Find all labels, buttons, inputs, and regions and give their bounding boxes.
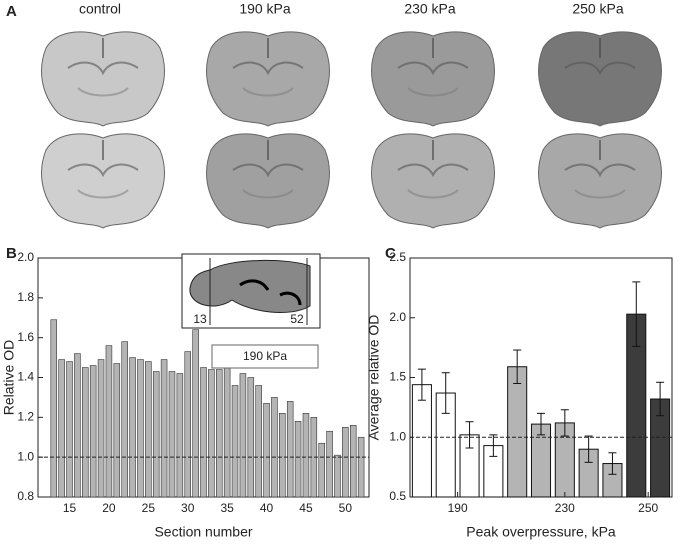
bar [342, 426, 349, 498]
bar [208, 369, 215, 498]
bar [66, 361, 73, 498]
bar [176, 373, 184, 498]
bar [74, 353, 81, 498]
bar [121, 341, 128, 498]
bar [263, 403, 270, 498]
legend-box [211, 344, 319, 369]
brain-image [40, 30, 166, 128]
y-tick-label: 1.0 [17, 449, 34, 463]
inset-brain [189, 259, 311, 314]
y-tick-label: 1.5 [389, 370, 406, 384]
brain-image [40, 132, 166, 229]
y-tick-label: 1.2 [17, 410, 34, 424]
panel-label: C [385, 245, 396, 262]
x-tick-label: 190 [448, 501, 468, 515]
bar [286, 401, 294, 498]
bar [223, 357, 231, 498]
bar [97, 359, 105, 498]
bar [113, 363, 121, 498]
x-tick-label: 20 [102, 501, 116, 515]
bar [200, 367, 207, 498]
x-tick-label: 230 [555, 501, 575, 515]
column-label: control [79, 1, 121, 17]
x-axis-title: Peak overpressure, kPa [466, 524, 616, 540]
inset-label: 13 [193, 312, 207, 326]
y-tick-label: 2.0 [17, 250, 34, 264]
y-tick-label: 1.8 [17, 290, 34, 304]
x-tick-label: 25 [142, 501, 156, 515]
bar [105, 345, 113, 498]
bar [294, 421, 302, 498]
brain-image [205, 132, 331, 229]
bar [239, 373, 247, 498]
y-tick-label: 0.5 [389, 489, 406, 503]
brain-image [205, 30, 331, 128]
y-tick-label: 1.6 [17, 330, 34, 344]
brain-image [370, 132, 496, 229]
bar [279, 413, 286, 498]
y-tick-label: 2.5 [389, 250, 406, 264]
inset-label: 52 [290, 312, 304, 326]
x-tick-label: 15 [63, 501, 77, 515]
y-tick-label: 1.4 [17, 370, 34, 384]
brain-image [370, 30, 496, 128]
bar [152, 371, 160, 498]
x-axis-title: Section number [154, 524, 252, 540]
brain-image [537, 30, 663, 128]
bar [326, 430, 333, 498]
bar [82, 367, 89, 498]
y-axis-title: Relative OD [1, 340, 17, 415]
brain-image [537, 132, 663, 229]
panel-label: B [6, 245, 17, 262]
bar [357, 436, 365, 498]
bar [255, 385, 262, 498]
column-label: 230 kPa [404, 1, 456, 17]
bar [192, 329, 199, 498]
y-tick-label: 1.0 [389, 429, 406, 443]
bar [349, 424, 357, 498]
bar [507, 366, 528, 498]
bar [58, 359, 65, 498]
bar [271, 397, 278, 498]
bar [334, 454, 341, 498]
bar [160, 359, 168, 498]
bar [137, 359, 144, 498]
column-label: 190 kPa [239, 1, 291, 17]
bar [411, 384, 432, 498]
column-label: 250 kPa [572, 1, 624, 17]
y-axis-title: Average relative OD [366, 315, 382, 441]
x-tick-label: 40 [260, 501, 274, 515]
bar [231, 385, 239, 498]
bar [50, 319, 58, 498]
bar [145, 361, 152, 498]
bar [89, 365, 97, 498]
bar [216, 369, 223, 498]
legend-label: 190 kPa [243, 349, 287, 363]
x-tick-label: 30 [181, 501, 195, 515]
bar [318, 442, 325, 498]
x-tick-label: 50 [339, 501, 353, 515]
y-tick-label: 2.0 [389, 310, 406, 324]
x-tick-label: 45 [299, 501, 313, 515]
bar [247, 377, 255, 498]
panel-label: A [6, 3, 17, 20]
inset-detail [239, 279, 302, 306]
bar [168, 371, 176, 498]
x-tick-label: 35 [220, 501, 234, 515]
y-tick-label: 0.8 [17, 489, 34, 503]
bar [302, 413, 310, 498]
bar [129, 357, 136, 498]
bar [184, 351, 191, 498]
x-tick-label: 250 [638, 501, 658, 515]
